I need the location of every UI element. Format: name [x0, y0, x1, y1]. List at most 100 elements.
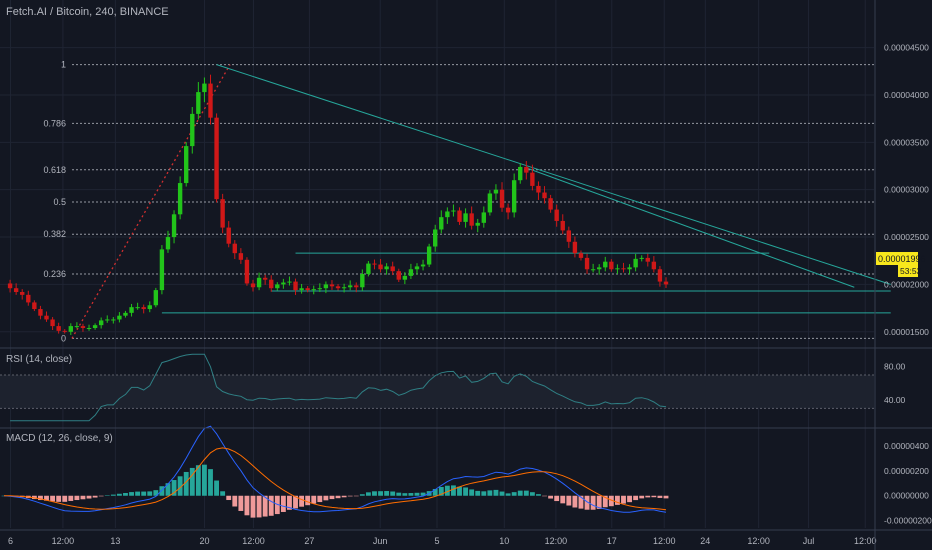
price-tick-label: 0.00003500 [884, 137, 929, 147]
macd-tick-label: -0.00000200 [884, 516, 932, 526]
candle-body [402, 275, 408, 280]
time-tick-label: 13 [110, 536, 120, 546]
candle-body [572, 241, 578, 254]
macd-histogram-bar [663, 495, 669, 499]
macd-histogram-bar [627, 495, 632, 503]
macd-histogram-bar [408, 493, 414, 496]
candle-body [32, 302, 37, 310]
current-price-label: 0.00001996 53:53 [876, 252, 926, 277]
macd-histogram-bar [74, 495, 80, 501]
candle-body [524, 166, 529, 173]
macd-histogram-bar [262, 495, 268, 517]
candle-body [275, 284, 280, 289]
macd-histogram-bar [529, 492, 535, 496]
candle-body [38, 309, 43, 316]
macd-histogram-bar [353, 495, 359, 497]
current-price-text: 0.00001996 [878, 254, 926, 264]
macd-histogram-bar [432, 488, 438, 496]
macd-histogram-bar [177, 476, 183, 496]
candle-body [390, 266, 395, 272]
rsi-line [10, 353, 667, 422]
time-tick-label: 10 [499, 536, 509, 546]
candle-body [414, 266, 420, 270]
macd-histogram-bar [201, 464, 207, 496]
current-price-label-box [876, 252, 918, 265]
macd-histogram-bar [511, 492, 517, 496]
macd-histogram-bar [317, 495, 323, 503]
candle-body [329, 284, 335, 287]
trend-lines[interactable] [161, 64, 891, 314]
fib-level-label: 0.618 [43, 165, 66, 175]
macd-histogram-bar [329, 495, 335, 500]
candle-body [184, 146, 189, 184]
macd-histogram-bar [153, 490, 159, 496]
fibonacci-retracement[interactable]: 1 0.786 0.618 0.5 0.382 0.236 0 [43, 60, 874, 344]
time-tick-label: 20 [200, 536, 210, 546]
candle-body [147, 305, 152, 310]
macd-histogram-bar [323, 495, 329, 501]
candle-body [111, 319, 116, 321]
macd-histogram-bar [633, 495, 639, 501]
time-tick-label: 12:00 [52, 536, 75, 546]
candle-body [372, 263, 377, 265]
candle-body [487, 193, 493, 213]
macd-histogram-bar [384, 491, 390, 496]
candle-body [420, 264, 426, 267]
candle-body [244, 259, 250, 284]
candle-body [511, 180, 517, 213]
macd-histogram-bar [572, 495, 578, 508]
macd-histogram-bar [475, 490, 481, 496]
candle-body [56, 326, 61, 331]
macd-histogram-bar [171, 480, 177, 496]
candle-body [20, 292, 25, 295]
trend-line-lower [526, 167, 855, 288]
candle-body [177, 183, 183, 215]
macd-histogram-bar [189, 467, 195, 496]
candle-body [439, 217, 444, 230]
candle-body [305, 288, 310, 291]
macd-histogram-bar [183, 471, 189, 496]
price-tick-label: 0.00002000 [884, 279, 929, 289]
time-tick-label: 12:00 [653, 536, 676, 546]
macd-histogram-bar [147, 491, 153, 496]
candle-body [141, 307, 146, 310]
macd-histogram-bar [499, 491, 505, 496]
rsi-tick-label: 80.00 [884, 362, 906, 372]
macd-histogram-bar [98, 495, 104, 497]
macd-histogram-bar [305, 495, 311, 506]
candle-body [232, 243, 237, 254]
candle-body [505, 207, 511, 213]
candle-body [651, 261, 657, 270]
candle-body [159, 249, 165, 291]
macd-histogram-bar [596, 495, 602, 509]
macd-histogram-bar [341, 495, 347, 498]
candle-body [481, 212, 486, 223]
macd-histogram-bar [396, 492, 402, 496]
candle-body [293, 281, 298, 291]
macd-histogram-bar [347, 495, 353, 497]
time-tick-label: 12:00 [545, 536, 568, 546]
macd-tick-label: 0.00000000 [884, 491, 929, 501]
price-tick-label: 0.00003000 [884, 185, 929, 195]
time-tick-label: 12:00 [242, 536, 265, 546]
macd-histogram-bar [250, 495, 256, 518]
candle-body [451, 210, 456, 212]
candle-body [457, 210, 462, 222]
candle-body [530, 172, 535, 186]
macd-histogram-bar [293, 495, 298, 509]
macd-histogram-bar [129, 492, 134, 496]
macd-histogram-bar [280, 495, 286, 512]
candle-body [542, 192, 547, 199]
time-tick-label: 12:00 [854, 536, 877, 546]
candle-body [408, 269, 414, 276]
candle-body [135, 307, 140, 309]
macd-histogram-bar [214, 480, 219, 496]
candle-body [609, 261, 614, 270]
candle-body [627, 267, 632, 270]
time-tick-label: 27 [304, 536, 314, 546]
macd-histogram-bar [220, 491, 226, 496]
candle-body [560, 220, 565, 231]
